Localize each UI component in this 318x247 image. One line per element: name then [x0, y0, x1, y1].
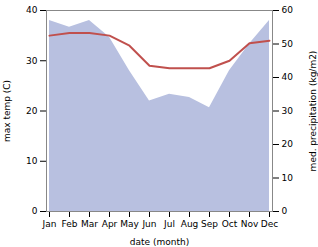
- svg-text:20: 20: [26, 106, 38, 116]
- svg-text:max temp (C): max temp (C): [2, 80, 12, 142]
- svg-text:Feb: Feb: [62, 219, 78, 229]
- svg-text:Jul: Jul: [163, 219, 175, 229]
- svg-text:Aug: Aug: [181, 219, 199, 229]
- svg-text:30: 30: [26, 56, 38, 66]
- svg-text:med. precipitation (kg/m2): med. precipitation (kg/m2): [308, 51, 318, 172]
- svg-text:Mar: Mar: [81, 219, 98, 229]
- svg-text:0: 0: [282, 206, 288, 216]
- svg-text:40: 40: [26, 5, 38, 15]
- svg-text:20: 20: [282, 139, 294, 149]
- svg-text:50: 50: [282, 39, 294, 49]
- svg-text:60: 60: [282, 5, 294, 15]
- svg-text:10: 10: [282, 173, 294, 183]
- svg-text:Sep: Sep: [201, 219, 218, 229]
- svg-text:10: 10: [26, 156, 38, 166]
- svg-text:Oct: Oct: [222, 219, 238, 229]
- svg-text:Dec: Dec: [261, 219, 278, 229]
- svg-text:40: 40: [282, 72, 294, 82]
- svg-text:30: 30: [282, 106, 294, 116]
- svg-text:Nov: Nov: [241, 219, 259, 229]
- svg-text:Jun: Jun: [141, 219, 156, 229]
- svg-text:Jan: Jan: [42, 219, 57, 229]
- svg-text:date (month): date (month): [130, 237, 189, 247]
- svg-text:May: May: [120, 219, 139, 229]
- svg-text:Apr: Apr: [102, 219, 118, 229]
- svg-text:0: 0: [32, 206, 38, 216]
